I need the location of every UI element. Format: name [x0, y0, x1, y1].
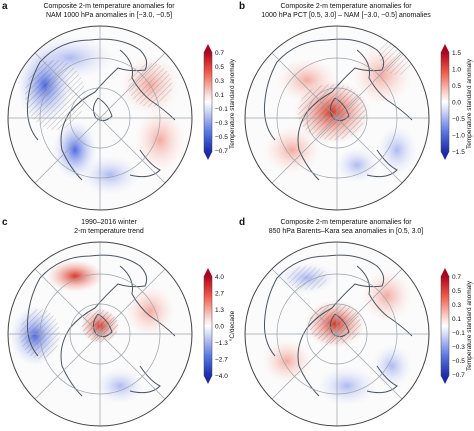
panel-c: c 1990–2016 winter 2-m temperature trend	[0, 216, 237, 431]
panel-a: a Composite 2-m temperature anomalies fo…	[0, 0, 237, 215]
colorbar-tick: 0.0	[452, 100, 461, 107]
colorbar-tick: 0.5	[215, 64, 224, 71]
colorbar-b: 1.5 1.0 0.5 0.0 −0.5 −1.0 −1.5 Temperatu…	[440, 44, 473, 160]
colorbar-tick: 0.1	[452, 316, 461, 323]
colorbar-a: 0.7 0.5 0.3 0.1 −0.1 −0.3 −0.5 −0.7 Temp…	[203, 44, 236, 160]
map-d: 0.7 0.5 0.3 0.1 −0.1 −0.3 −0.5 −0.7 Temp…	[244, 241, 473, 427]
panel-title-line2: 2-m temperature trend	[74, 228, 144, 235]
panel-d: d Composite 2-m temperature anomalies fo…	[237, 216, 474, 431]
map-b: 1.5 1.0 0.5 0.0 −0.5 −1.0 −1.5 Temperatu…	[244, 25, 473, 211]
colorbar-tick: −0.5	[452, 116, 465, 123]
panel-letter: d	[239, 217, 246, 228]
panel-title-line1: Composite 2-m temperature anomalies for	[280, 3, 412, 10]
colorbar-tick: 0.0	[215, 324, 224, 331]
colorbar-tick: −1.3	[215, 340, 228, 347]
panel-title: Composite 2-m temperature anomalies for …	[14, 2, 204, 20]
panel-title-line1: Composite 2-m temperature anomalies for	[280, 219, 412, 226]
panel-title-line2: NAM 1000 hPa anomalies in [−3.0, −0.5]	[45, 12, 173, 19]
colorbar-tick: −0.5	[452, 358, 465, 365]
colorbar-tick: −2.7	[215, 357, 228, 364]
colorbar-label: Temperature standard anomaly	[466, 280, 473, 371]
colorbar-tick: 0.5	[452, 288, 461, 295]
colorbar-label: Temperature standard anomaly	[229, 58, 236, 149]
colorbar-tick: −4.0	[215, 373, 228, 380]
colorbar-d: 0.7 0.5 0.3 0.1 −0.1 −0.3 −0.5 −0.7 Temp…	[440, 268, 473, 384]
colorbar-tick: 0.7	[452, 274, 461, 281]
panel-letter: c	[2, 217, 8, 228]
map-a: 0.7 0.5 0.3 0.1 −0.1 −0.3 −0.5 −0.7 Temp…	[7, 25, 236, 211]
colorbar-tick: 1.3	[215, 307, 224, 314]
colorbar-tick: −0.7	[452, 372, 465, 379]
colorbar-tick: 0.3	[215, 78, 224, 85]
colorbar-tick: 0.3	[452, 302, 461, 309]
colorbar-tick: 4.0	[215, 274, 224, 281]
colorbar-tick: 0.5	[452, 83, 461, 90]
colorbar-tick: −0.3	[452, 344, 465, 351]
panel-title-line2: 1000 hPa PCT [0.5, 3.0] – NAM [−3.0, −0.…	[261, 12, 431, 19]
panel-letter: b	[239, 1, 246, 12]
colorbar-tick: −1.0	[452, 133, 465, 140]
panel-title: Composite 2-m temperature anomalies for …	[251, 218, 441, 236]
panel-title-line1: 1990–2016 winter	[81, 219, 137, 226]
colorbar-tick: −0.3	[215, 120, 228, 127]
colorbar-tick: 1.0	[452, 67, 461, 74]
colorbar-tick: 0.7	[215, 50, 224, 57]
panel-title: 1990–2016 winter 2-m temperature trend	[14, 218, 204, 236]
panel-letter: a	[2, 1, 8, 12]
colorbar-tick: 2.7	[215, 291, 224, 298]
colorbar-tick: 1.5	[452, 50, 461, 57]
colorbar-tick: 0.1	[215, 92, 224, 99]
panel-title: Composite 2-m temperature anomalies for …	[251, 2, 441, 20]
colorbar-label: °C/decade	[228, 310, 236, 341]
panel-title-line2: 850 hPa Barents–Kara sea anomalies in [0…	[268, 228, 424, 235]
colorbar-c: 4.0 2.7 1.3 0.0 −1.3 −2.7 −4.0 °C/decade	[203, 268, 236, 384]
panel-title-line1: Composite 2-m temperature anomalies for	[43, 3, 175, 10]
colorbar-tick: −0.5	[215, 134, 228, 141]
colorbar-tick: −1.5	[452, 149, 465, 156]
colorbar-tick: −0.1	[452, 330, 465, 337]
colorbar-label: Temperature standard anomaly	[466, 58, 473, 149]
panel-b: b Composite 2-m temperature anomalies fo…	[237, 0, 474, 215]
map-c: 4.0 2.7 1.3 0.0 −1.3 −2.7 −4.0 °C/decade	[7, 241, 236, 427]
colorbar-tick: −0.7	[215, 148, 228, 155]
colorbar-tick: −0.1	[215, 106, 228, 113]
